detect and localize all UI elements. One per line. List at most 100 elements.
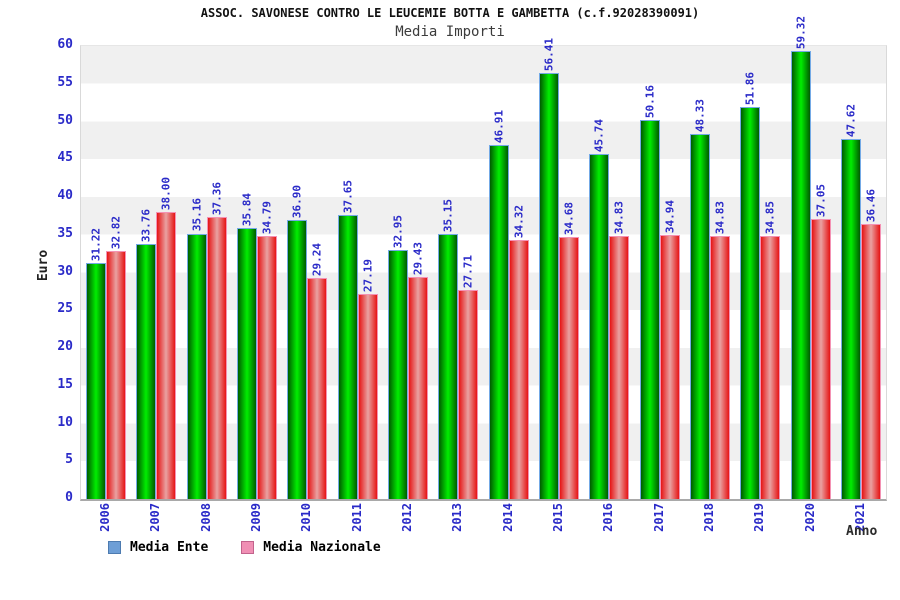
legend-swatch-media-ente (108, 541, 121, 554)
bar-media-nazionale: 32.82 (106, 216, 127, 499)
y-tick-label: 45 (57, 150, 73, 166)
bar-group-2011: 37.65 27.19 (337, 46, 378, 499)
bar-value-label: 33.76 (139, 209, 153, 243)
bar-group-2015: 56.41 34.68 (538, 38, 579, 499)
bar-value-label: 38.00 (159, 176, 173, 211)
x-tick-label: 2015 (550, 503, 565, 532)
bar-media-nazionale: 34.68 (558, 202, 579, 499)
y-tick-label: 30 (57, 263, 73, 279)
bar-value-label: 35.15 (441, 198, 455, 232)
bar-value-label: 37.05 (814, 184, 828, 218)
bar-media-nazionale: 34.85 (760, 201, 781, 499)
x-tick-label: 2014 (500, 503, 515, 532)
bar-media-ente: 35.84 (237, 193, 258, 499)
bar-media-ente: 37.65 (337, 180, 358, 499)
bar-value-label: 34.83 (713, 200, 727, 235)
bar-value-label: 32.82 (109, 216, 123, 250)
bar-media-nazionale: 37.05 (810, 184, 831, 499)
x-tick-label: 2017 (651, 503, 666, 532)
bar-group-2009: 35.84 34.79 (237, 46, 278, 499)
bar-media-ente: 51.86 (740, 72, 761, 499)
bar-group-2013: 35.15 27.71 (438, 46, 479, 499)
bar-media-ente: 59.32 (790, 16, 811, 499)
x-tick-label: 2007 (148, 503, 163, 532)
bar-value-label: 36.90 (290, 185, 304, 219)
bar-media-nazionale: 34.83 (609, 201, 630, 499)
x-tick-label: 2009 (249, 503, 264, 532)
bar-media-ente: 45.74 (589, 119, 610, 499)
legend-swatch-media-nazionale (241, 541, 255, 554)
chart-title: ASSOC. SAVONESE CONTRO LE LEUCEMIE BOTTA… (200, 6, 700, 20)
bar-media-ente: 32.95 (388, 215, 409, 499)
bar-media-ente: 35.16 (186, 198, 207, 499)
bar-value-label: 37.65 (341, 179, 355, 213)
bar-group-2008: 35.16 37.36 (186, 46, 227, 499)
bar-group-2020: 59.32 37.05 (790, 16, 831, 499)
bar-value-label: 48.33 (693, 98, 707, 133)
y-tick-label: 40 (57, 188, 73, 203)
bar-group-2014: 46.91 34.32 (488, 46, 529, 499)
bar-media-nazionale: 36.46 (860, 189, 881, 499)
bar-value-label: 31.22 (89, 228, 103, 262)
bar-value-label: 32.95 (391, 215, 405, 249)
bar-value-label: 46.91 (492, 109, 506, 143)
bar-media-nazionale: 34.32 (508, 205, 529, 499)
bar-group-2019: 51.86 34.85 (740, 46, 781, 499)
bar-value-label: 34.79 (260, 201, 274, 235)
bar-value-label: 37.36 (210, 181, 224, 215)
legend-label-media-nazionale: Media Nazionale (263, 540, 381, 555)
x-tick-label: 2018 (701, 503, 716, 532)
y-tick-label: 55 (57, 74, 73, 90)
y-tick-label: 35 (57, 225, 73, 241)
bar-value-label: 34.32 (512, 204, 526, 238)
bar-media-nazionale: 29.24 (307, 243, 328, 499)
bar-value-label: 36.46 (864, 188, 878, 222)
x-tick-label: 2020 (802, 503, 817, 532)
bar-media-ente: 47.62 (840, 104, 861, 499)
x-tick-label: 2016 (601, 503, 616, 532)
x-tick-label: 2006 (98, 503, 113, 532)
bar-value-label: 34.85 (763, 200, 777, 234)
bar-group-2012: 32.95 29.43 (388, 46, 429, 499)
bar-media-nazionale: 27.19 (357, 259, 378, 499)
bar-value-label: 29.43 (411, 241, 425, 275)
bar-media-nazionale: 29.43 (408, 242, 429, 499)
bar-value-label: 27.19 (361, 258, 375, 292)
bar-value-label: 27.71 (461, 254, 475, 288)
bar-value-label: 59.32 (794, 16, 808, 50)
bar-media-ente: 50.16 (639, 85, 660, 499)
bar-media-ente: 31.22 (86, 228, 107, 499)
bar-group-2006: 31.22 32.82 (86, 46, 127, 499)
y-tick-label: 20 (57, 339, 73, 354)
bar-group-2017: 50.16 34.94 (639, 46, 680, 499)
bar-media-nazionale: 37.36 (206, 182, 227, 499)
bar-group-2021: 47.62 36.46 (840, 46, 881, 499)
bar-value-label: 34.83 (612, 200, 626, 235)
y-axis-ticks: 60 55 50 45 40 35 30 25 20 15 10 5 0 (0, 37, 73, 505)
chart-subtitle: Media Importi (395, 24, 505, 40)
y-tick-label: 50 (57, 112, 73, 128)
legend: Media Ente Media Nazionale (108, 540, 405, 555)
bar-group-2016: 45.74 34.83 (589, 46, 630, 499)
bar-value-label: 35.16 (190, 198, 204, 232)
x-tick-label: 2010 (299, 503, 314, 532)
y-tick-label: 10 (57, 414, 73, 430)
y-tick-label: 15 (57, 376, 73, 392)
bar-media-nazionale: 34.94 (659, 200, 680, 499)
bar-value-label: 56.41 (542, 37, 556, 72)
bar-media-nazionale: 38.00 (156, 177, 177, 499)
bar-value-label: 35.84 (240, 193, 254, 227)
legend-label-media-ente: Media Ente (130, 540, 209, 555)
x-tick-label: 2012 (400, 503, 415, 532)
bar-group-2010: 36.90 29.24 (287, 46, 328, 499)
x-tick-label: 2011 (349, 503, 364, 532)
y-tick-label: 60 (57, 37, 73, 52)
bar-media-nazionale: 34.79 (257, 201, 278, 499)
x-tick-label: 2013 (450, 503, 465, 532)
bar-media-nazionale: 27.71 (458, 255, 479, 499)
plot-area: 31.22 32.82 33.76 38.00 35.16 37.36 35.84 34.79… (80, 16, 887, 501)
bar-value-label: 34.94 (663, 200, 677, 234)
bar-media-ente: 46.91 (488, 110, 509, 499)
x-tick-label: 2019 (752, 503, 767, 532)
bar-value-label: 47.62 (844, 104, 858, 138)
